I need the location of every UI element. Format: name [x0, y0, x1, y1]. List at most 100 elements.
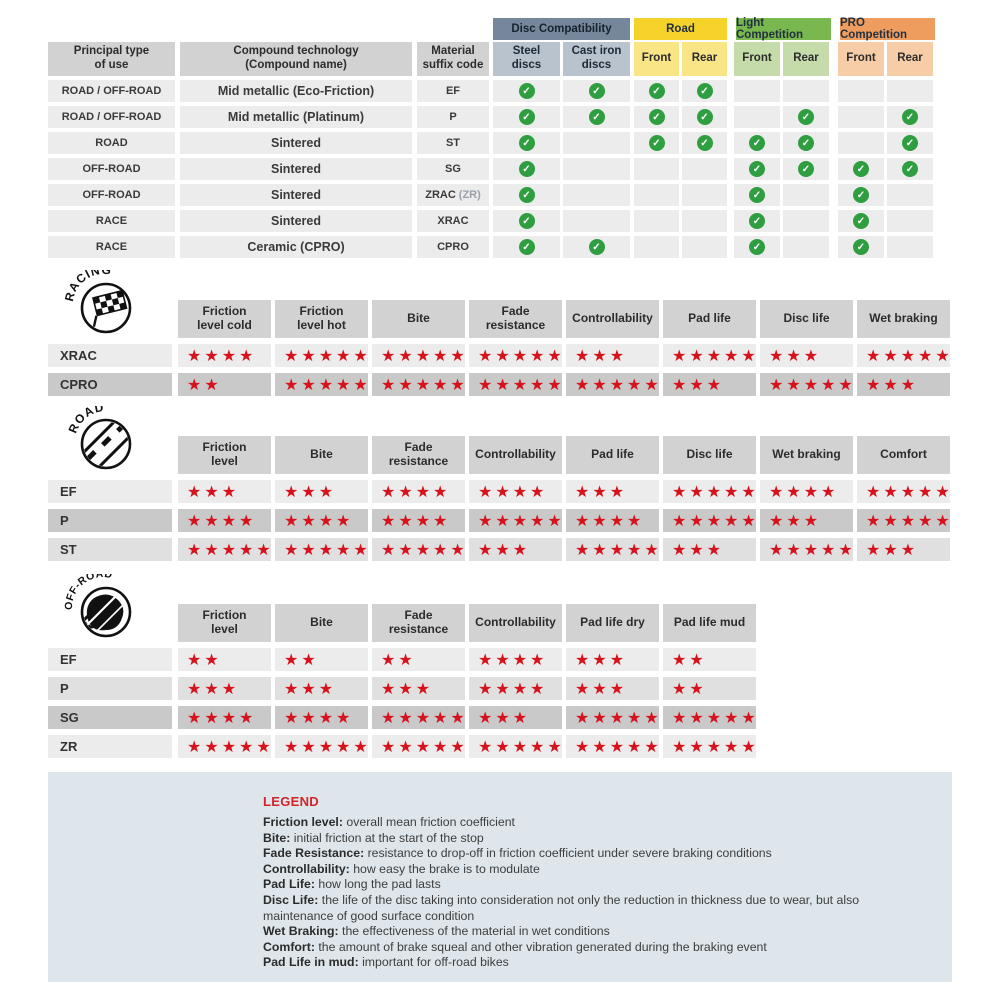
row-label: CPRO: [48, 373, 172, 396]
column-header: Pad life: [663, 300, 756, 338]
group-light-competition: Light Competition: [736, 17, 831, 41]
table-row: ROAD / OFF-ROAD Mid metallic (Eco-Fricti…: [48, 80, 935, 102]
check-cell: ✓: [734, 132, 780, 154]
group-pro-competition: PRO Competition: [840, 17, 935, 41]
check-cell: [634, 158, 679, 180]
table-row: RACE Sintered XRAC ✓ ✓ ✓: [48, 210, 935, 232]
star-rating: ★★: [178, 373, 271, 396]
group-header-row: Disc Compatibility Road Light Competitio…: [48, 17, 935, 41]
check-cell: ✓: [563, 236, 630, 258]
group-disc-compatibility: Disc Compatibility: [493, 18, 630, 40]
racing-section: RACING Friction level cold Friction leve…: [48, 270, 950, 402]
check-cell: ✓: [493, 106, 560, 128]
legend-term: Comfort: [263, 940, 318, 954]
star-rating: ★★: [178, 648, 271, 671]
offroad-section: OFF-ROAD Friction level Bite Fade resist…: [48, 574, 756, 764]
star-rating: ★★★★★: [566, 735, 659, 758]
check-icon: ✓: [853, 161, 869, 177]
star-rating: ★★★: [760, 509, 853, 532]
star-rating: ★★★★★: [372, 344, 465, 367]
star-rating: ★★★★: [372, 480, 465, 503]
legend-desc: how easy the brake is to modulate: [353, 861, 540, 876]
check-icon: ✓: [798, 109, 814, 125]
check-cell: ✓: [887, 132, 933, 154]
star-rating: ★★★: [566, 344, 659, 367]
check-icon: ✓: [588, 83, 605, 99]
group-road: Road: [634, 18, 727, 40]
star-rating: ★★★★★: [469, 735, 562, 758]
check-cell: ✓: [682, 80, 727, 102]
check-icon: ✓: [798, 135, 814, 151]
check-cell: [783, 236, 829, 258]
star-rating: ★★★: [663, 538, 756, 561]
code-cell: CPRO: [417, 236, 489, 258]
star-rating: ★★★★★: [275, 373, 368, 396]
star-rating: ★★★★★: [760, 373, 853, 396]
use-cell: ROAD / OFF-ROAD: [48, 80, 175, 102]
check-icon: ✓: [749, 239, 765, 255]
code-note: (ZR): [458, 189, 481, 201]
star-rating: ★★: [663, 648, 756, 671]
check-cell: ✓: [493, 158, 560, 180]
star-rating: ★★★★★: [469, 344, 562, 367]
check-cell: ✓: [634, 106, 679, 128]
star-rating: ★★★: [663, 373, 756, 396]
star-rating: ★★★: [469, 538, 562, 561]
rating-row: XRAC ★★★★ ★★★★★ ★★★★★ ★★★★★ ★★★ ★★★★★ ★★…: [48, 344, 950, 367]
star-rating: ★★★★: [275, 706, 368, 729]
column-header: Bite: [275, 436, 368, 474]
badge-circle: [80, 586, 132, 638]
star-rating: ★★★: [178, 480, 271, 503]
rating-row: P ★★★ ★★★ ★★★ ★★★★ ★★★ ★★: [48, 677, 756, 700]
rating-row: ST ★★★★★ ★★★★★ ★★★★★ ★★★ ★★★★★ ★★★ ★★★★★…: [48, 538, 950, 561]
header-principal-use: Principal type of use: [48, 42, 175, 76]
column-header: Controllability: [469, 436, 562, 474]
check-cell: [734, 106, 780, 128]
star-rating: ★★★★: [178, 706, 271, 729]
check-icon: ✓: [798, 161, 814, 177]
offroad-badge: OFF-ROAD: [63, 574, 132, 638]
check-icon: ✓: [902, 135, 918, 151]
star-rating: ★★★★★: [566, 373, 659, 396]
check-cell: [887, 80, 933, 102]
code-cell: ST: [417, 132, 489, 154]
code-cell: SG: [417, 158, 489, 180]
check-cell: ✓: [734, 236, 780, 258]
star-rating: ★★★: [857, 373, 950, 396]
check-cell: ✓: [493, 80, 560, 102]
star-rating: ★★★★★: [663, 706, 756, 729]
check-cell: [887, 210, 933, 232]
check-cell: ✓: [838, 236, 884, 258]
code-text: ZRAC: [425, 189, 456, 201]
check-icon: ✓: [648, 83, 665, 99]
star-rating: ★★★: [566, 648, 659, 671]
star-rating: ★★★★: [469, 677, 562, 700]
column-header: Bite: [372, 300, 465, 338]
check-cell: ✓: [734, 210, 780, 232]
legend-desc: the amount of brake squeal and other vib…: [318, 939, 767, 954]
check-cell: ✓: [563, 80, 630, 102]
check-cell: ✓: [734, 158, 780, 180]
check-icon: ✓: [518, 239, 535, 255]
compatibility-table: Disc Compatibility Road Light Competitio…: [48, 17, 935, 262]
table-row: ROAD / OFF-ROAD Mid metallic (Platinum) …: [48, 106, 935, 128]
check-cell: ✓: [563, 106, 630, 128]
star-rating: ★★★★★: [760, 538, 853, 561]
code-cell: EF: [417, 80, 489, 102]
star-rating: ★★★★★: [469, 373, 562, 396]
check-cell: ✓: [838, 210, 884, 232]
star-rating: ★★★★: [760, 480, 853, 503]
check-cell: [838, 106, 884, 128]
column-header: Fade resistance: [372, 436, 465, 474]
star-rating: ★★★★★: [663, 344, 756, 367]
check-cell: ✓: [634, 132, 679, 154]
check-cell: ✓: [783, 132, 829, 154]
star-rating: ★★★★★: [275, 735, 368, 758]
star-rating: ★★★★: [275, 509, 368, 532]
star-rating: ★★★★★: [372, 538, 465, 561]
column-header: Comfort: [857, 436, 950, 474]
code-cell: ZRAC (ZR): [417, 184, 489, 206]
check-cell: ✓: [887, 158, 933, 180]
star-rating: ★★★★★: [372, 735, 465, 758]
check-cell: [783, 210, 829, 232]
